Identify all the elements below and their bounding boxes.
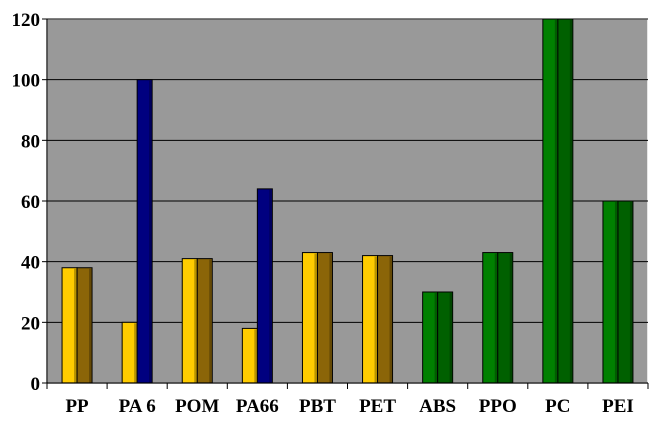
bar-side-pbt-series1 — [314, 253, 317, 383]
x-tick-label-ppo: PPO — [479, 396, 517, 417]
bar-side-abs-series2 — [449, 293, 453, 383]
bar-side-pa6-series1 — [134, 323, 137, 383]
x-tick-label-pa66: PA66 — [236, 396, 279, 417]
y-tick-label-5: 100 — [12, 71, 41, 92]
bar-side-pc-series2 — [569, 20, 573, 383]
x-tick-label-abs: ABS — [419, 396, 456, 417]
bar-side-pc-series1 — [554, 20, 558, 383]
bar-side-pp-series2 — [89, 268, 92, 383]
y-tick-label-0: 0 — [31, 374, 41, 395]
bar-side-pa6-series2 — [149, 80, 152, 384]
bar-side-pa66-series2 — [269, 189, 272, 383]
bar-side-pa66-series1 — [254, 329, 257, 383]
bar-side-pom-series2 — [209, 259, 212, 383]
bar-side-pbt-series2 — [329, 253, 332, 383]
y-tick-label-1: 20 — [21, 313, 40, 334]
x-tick-label-pom: POM — [175, 396, 219, 417]
bar-side-pet-series1 — [374, 256, 378, 383]
bar-side-pei-series2 — [629, 202, 633, 383]
x-tick-label-pbt: PBT — [299, 396, 336, 417]
x-tick-label-pp: PP — [65, 396, 89, 417]
bar-side-pom-series1 — [194, 259, 197, 383]
bar-side-pet-series2 — [389, 256, 393, 383]
y-tick-label-6: 120 — [12, 10, 41, 31]
bar-side-ppo-series1 — [494, 253, 498, 383]
bar-side-pei-series1 — [614, 202, 618, 383]
bar-side-abs-series1 — [434, 293, 438, 383]
x-tick-label-pei: PEI — [602, 396, 634, 417]
x-tick-label-pc: PC — [545, 396, 570, 417]
axes — [42, 18, 649, 389]
bars — [61, 18, 634, 384]
y-tick-label-3: 60 — [21, 192, 40, 213]
x-tick-label-pet: PET — [359, 396, 396, 417]
tick-labels: PP PA 6 POM PA66 PBT PET ABS PPO PC PEI 0 20 40 60 80 1… — [12, 10, 634, 417]
bar-side-ppo-series2 — [509, 253, 513, 383]
x-tick-label-pa6: PA 6 — [119, 396, 156, 417]
bar-side-pp-series1 — [74, 268, 77, 383]
y-tick-label-2: 40 — [21, 253, 40, 274]
y-tick-label-4: 80 — [21, 131, 40, 152]
